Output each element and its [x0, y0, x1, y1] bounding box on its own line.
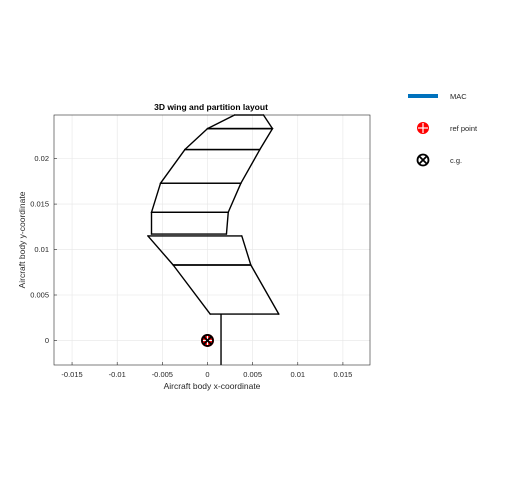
x-tick-label: -0.01 — [109, 370, 126, 379]
trailing-edge-segment — [241, 235, 252, 266]
leading-edge-segment — [147, 235, 174, 266]
trailing-edge-segment — [240, 148, 261, 184]
trailing-edge-segment — [227, 182, 242, 213]
x-tick-label: 0.005 — [243, 370, 262, 379]
legend-cg-label: c.g. — [450, 156, 462, 165]
trailing-edge-segment — [262, 114, 274, 130]
point-markers — [200, 333, 214, 347]
legend-ref-point-icon — [417, 122, 429, 134]
x-tick-label: 0 — [205, 370, 209, 379]
legend-ref-point-label: ref point — [450, 124, 478, 133]
grid-lines — [54, 115, 370, 365]
trailing-edge-segment — [259, 127, 274, 151]
legend-mac-label: MAC — [450, 92, 467, 101]
legend-cg-icon — [416, 153, 430, 167]
y-tick-label: 0.01 — [34, 245, 49, 254]
leading-edge-segment — [159, 148, 186, 184]
y-tick-label: 0.02 — [34, 154, 49, 163]
x-ticks: -0.015 -0.01 -0.005 0 0.005 0.01 0.015 — [61, 362, 352, 379]
y-tick-label: 0.015 — [30, 200, 49, 209]
legend-mac-swatch — [408, 94, 438, 98]
y-tick-label: 0.005 — [30, 291, 49, 300]
axes-frame — [53, 114, 371, 366]
y-axis-label: Aircraft body y-coordinate — [17, 191, 27, 288]
x-tick-label: 0.015 — [334, 370, 353, 379]
chart-title: 3D wing and partition layout — [154, 102, 268, 112]
x-tick-label: -0.005 — [152, 370, 173, 379]
legend: MAC ref point c.g. — [408, 92, 478, 167]
leading-edge-segment — [206, 114, 236, 130]
y-ticks: 0 0.005 0.01 0.015 0.02 — [30, 154, 57, 345]
wing-partitions — [147, 114, 280, 365]
plot-area — [54, 115, 370, 365]
x-tick-label: 0.01 — [290, 370, 305, 379]
trailing-edge-segment — [225, 211, 229, 235]
y-tick-label: 0 — [45, 336, 49, 345]
x-tick-label: -0.015 — [61, 370, 82, 379]
leading-edge-segment — [172, 264, 211, 315]
cg-marker — [201, 334, 214, 347]
x-axis-label: Aircraft body x-coordinate — [164, 381, 261, 391]
trailing-edge-segment — [250, 264, 280, 315]
leading-edge-segment — [150, 182, 162, 213]
leading-edge-segment — [184, 127, 209, 151]
